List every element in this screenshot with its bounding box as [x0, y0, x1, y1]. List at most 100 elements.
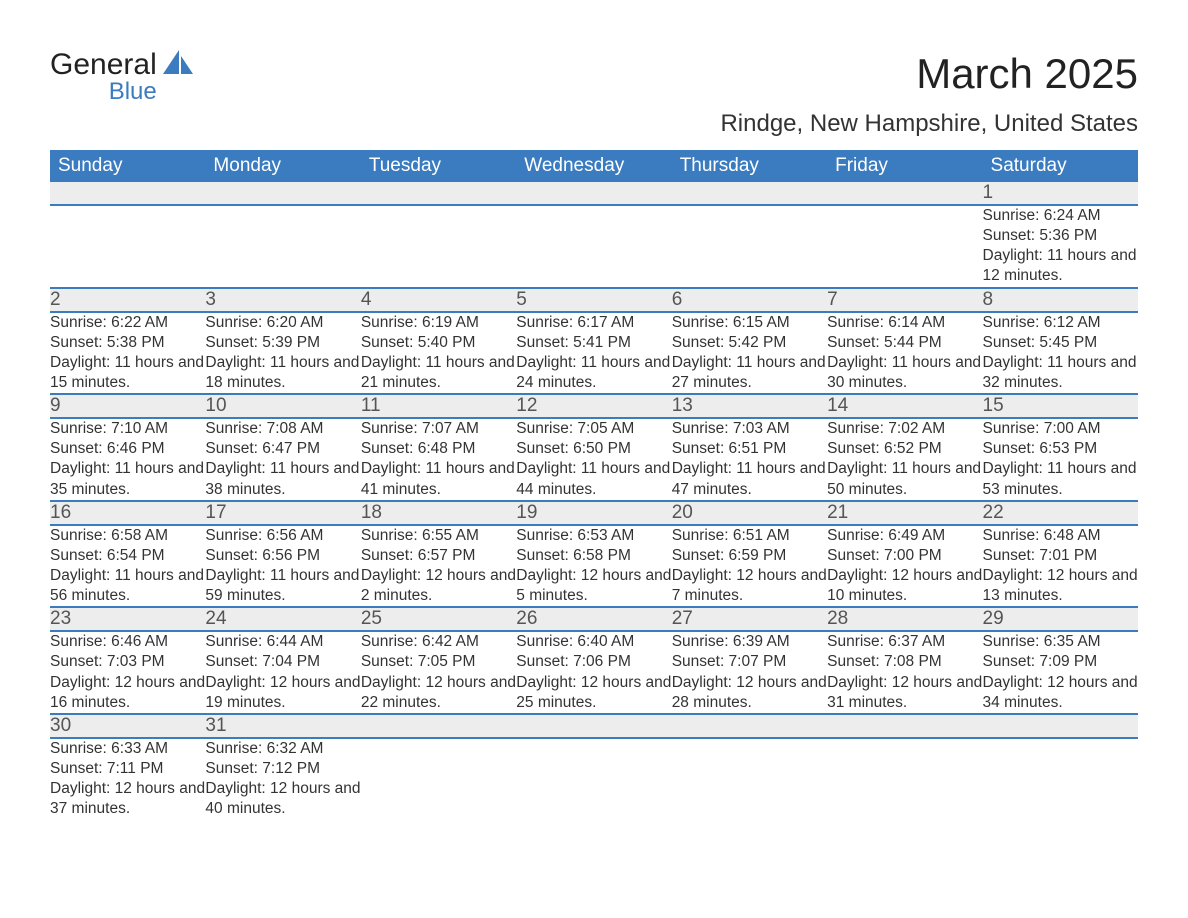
sunrise-text: Sunrise: 6:37 AM — [827, 632, 982, 652]
day-details-cell: Sunrise: 6:33 AMSunset: 7:11 PMDaylight:… — [50, 738, 205, 820]
sunrise-text: Sunrise: 6:46 AM — [50, 632, 205, 652]
sunset-text: Sunset: 5:39 PM — [205, 333, 360, 353]
day-number-cell: 3 — [205, 288, 360, 312]
day-number-cell — [827, 714, 982, 738]
daylight-text: Daylight: 12 hours and 13 minutes. — [983, 566, 1138, 606]
day-details-cell: Sunrise: 6:22 AMSunset: 5:38 PMDaylight:… — [50, 312, 205, 395]
daylight-text: Daylight: 12 hours and 22 minutes. — [361, 673, 516, 713]
sunrise-text: Sunrise: 7:08 AM — [205, 419, 360, 439]
day-details-cell: Sunrise: 6:44 AMSunset: 7:04 PMDaylight:… — [205, 631, 360, 714]
day-details-cell: Sunrise: 7:10 AMSunset: 6:46 PMDaylight:… — [50, 418, 205, 501]
daynum-row: 2345678 — [50, 288, 1138, 312]
sunset-text: Sunset: 7:07 PM — [672, 652, 827, 672]
details-row: Sunrise: 6:22 AMSunset: 5:38 PMDaylight:… — [50, 312, 1138, 395]
day-details-cell — [672, 205, 827, 288]
weekday-header: Sunday — [50, 150, 205, 182]
day-number-cell — [361, 182, 516, 205]
daylight-text: Daylight: 12 hours and 2 minutes. — [361, 566, 516, 606]
sunrise-text: Sunrise: 6:58 AM — [50, 526, 205, 546]
daylight-text: Daylight: 11 hours and 27 minutes. — [672, 353, 827, 393]
day-number-cell — [50, 182, 205, 205]
sunset-text: Sunset: 6:50 PM — [516, 439, 671, 459]
header: General Blue March 2025 Rindge, New Hamp… — [50, 50, 1138, 142]
day-number-cell: 20 — [672, 501, 827, 525]
day-number-cell — [361, 714, 516, 738]
daylight-text: Daylight: 12 hours and 37 minutes. — [50, 779, 205, 819]
sunset-text: Sunset: 6:58 PM — [516, 546, 671, 566]
weekday-header: Monday — [205, 150, 360, 182]
day-details-cell: Sunrise: 7:03 AMSunset: 6:51 PMDaylight:… — [672, 418, 827, 501]
sunrise-text: Sunrise: 6:32 AM — [205, 739, 360, 759]
sunset-text: Sunset: 5:40 PM — [361, 333, 516, 353]
day-details-cell: Sunrise: 6:12 AMSunset: 5:45 PMDaylight:… — [983, 312, 1138, 395]
sunrise-text: Sunrise: 6:42 AM — [361, 632, 516, 652]
day-number-cell — [516, 182, 671, 205]
logo: General Blue — [50, 50, 195, 106]
sunrise-text: Sunrise: 6:20 AM — [205, 313, 360, 333]
day-details-cell: Sunrise: 6:32 AMSunset: 7:12 PMDaylight:… — [205, 738, 360, 820]
day-number-cell: 5 — [516, 288, 671, 312]
details-row: Sunrise: 6:24 AMSunset: 5:36 PMDaylight:… — [50, 205, 1138, 288]
sunset-text: Sunset: 5:41 PM — [516, 333, 671, 353]
day-number-cell — [516, 714, 671, 738]
sunrise-text: Sunrise: 6:17 AM — [516, 313, 671, 333]
sunrise-text: Sunrise: 7:07 AM — [361, 419, 516, 439]
day-details-cell — [516, 738, 671, 820]
sunset-text: Sunset: 6:47 PM — [205, 439, 360, 459]
sunset-text: Sunset: 6:57 PM — [361, 546, 516, 566]
day-number-cell — [827, 182, 982, 205]
day-number-cell: 28 — [827, 607, 982, 631]
day-details-cell: Sunrise: 6:20 AMSunset: 5:39 PMDaylight:… — [205, 312, 360, 395]
sunset-text: Sunset: 6:53 PM — [983, 439, 1138, 459]
sunset-text: Sunset: 5:44 PM — [827, 333, 982, 353]
day-number-cell: 13 — [672, 394, 827, 418]
day-details-cell: Sunrise: 7:00 AMSunset: 6:53 PMDaylight:… — [983, 418, 1138, 501]
details-row: Sunrise: 6:33 AMSunset: 7:11 PMDaylight:… — [50, 738, 1138, 820]
logo-name: General — [50, 48, 157, 81]
sunrise-text: Sunrise: 7:05 AM — [516, 419, 671, 439]
day-details-cell: Sunrise: 6:51 AMSunset: 6:59 PMDaylight:… — [672, 525, 827, 608]
day-number-cell: 27 — [672, 607, 827, 631]
daylight-text: Daylight: 11 hours and 56 minutes. — [50, 566, 205, 606]
day-details-cell: Sunrise: 7:02 AMSunset: 6:52 PMDaylight:… — [827, 418, 982, 501]
sunrise-text: Sunrise: 6:14 AM — [827, 313, 982, 333]
day-number-cell: 16 — [50, 501, 205, 525]
day-details-cell: Sunrise: 6:56 AMSunset: 6:56 PMDaylight:… — [205, 525, 360, 608]
day-number-cell: 9 — [50, 394, 205, 418]
day-number-cell: 30 — [50, 714, 205, 738]
sunset-text: Sunset: 5:45 PM — [983, 333, 1138, 353]
day-number-cell: 17 — [205, 501, 360, 525]
day-number-cell — [983, 714, 1138, 738]
day-number-cell: 29 — [983, 607, 1138, 631]
day-number-cell — [205, 182, 360, 205]
day-details-cell: Sunrise: 6:42 AMSunset: 7:05 PMDaylight:… — [361, 631, 516, 714]
month-title: March 2025 — [720, 50, 1138, 98]
daynum-row: 23242526272829 — [50, 607, 1138, 631]
sunset-text: Sunset: 7:08 PM — [827, 652, 982, 672]
logo-sail-icon — [163, 50, 195, 76]
daylight-text: Daylight: 12 hours and 31 minutes. — [827, 673, 982, 713]
sunrise-text: Sunrise: 6:56 AM — [205, 526, 360, 546]
day-number-cell: 19 — [516, 501, 671, 525]
daynum-row: 16171819202122 — [50, 501, 1138, 525]
day-number-cell: 14 — [827, 394, 982, 418]
day-number-cell: 22 — [983, 501, 1138, 525]
details-row: Sunrise: 7:10 AMSunset: 6:46 PMDaylight:… — [50, 418, 1138, 501]
day-details-cell — [361, 738, 516, 820]
weekday-header: Wednesday — [516, 150, 671, 182]
daynum-row: 3031 — [50, 714, 1138, 738]
day-details-cell: Sunrise: 6:49 AMSunset: 7:00 PMDaylight:… — [827, 525, 982, 608]
day-number-cell: 2 — [50, 288, 205, 312]
daylight-text: Daylight: 11 hours and 35 minutes. — [50, 459, 205, 499]
day-details-cell — [672, 738, 827, 820]
day-details-cell: Sunrise: 6:39 AMSunset: 7:07 PMDaylight:… — [672, 631, 827, 714]
sunset-text: Sunset: 7:06 PM — [516, 652, 671, 672]
sunset-text: Sunset: 6:52 PM — [827, 439, 982, 459]
sunrise-text: Sunrise: 6:24 AM — [983, 206, 1138, 226]
day-details-cell: Sunrise: 6:40 AMSunset: 7:06 PMDaylight:… — [516, 631, 671, 714]
daylight-text: Daylight: 11 hours and 24 minutes. — [516, 353, 671, 393]
location: Rindge, New Hampshire, United States — [720, 110, 1138, 138]
sunset-text: Sunset: 7:05 PM — [361, 652, 516, 672]
daylight-text: Daylight: 12 hours and 40 minutes. — [205, 779, 360, 819]
day-number-cell: 12 — [516, 394, 671, 418]
